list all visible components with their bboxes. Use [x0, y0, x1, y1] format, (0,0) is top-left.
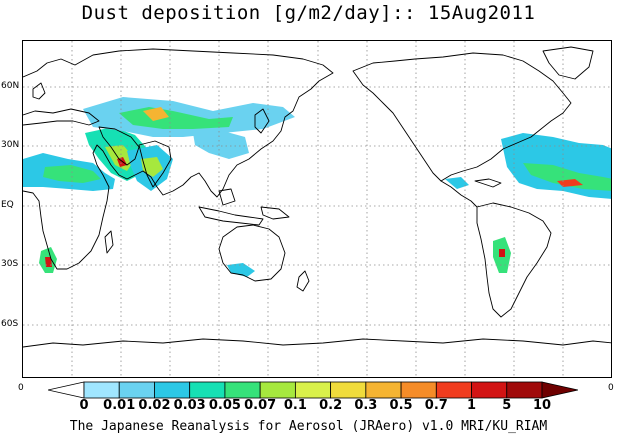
- coast-north-america: [352, 52, 572, 182]
- colorbar-tick-label: 5: [502, 398, 512, 413]
- colorbar-tick-label: 0.2: [319, 398, 343, 413]
- colorbar-tick-label: 0.5: [389, 398, 413, 413]
- lat-label-eq: EQ: [1, 200, 14, 210]
- map-panel: [22, 40, 612, 378]
- colorbar-segment: [294, 381, 332, 399]
- colorbar-tick-label: 0.05: [208, 398, 241, 413]
- colorbar-segment: [189, 381, 226, 399]
- colorbar-segment: [118, 381, 155, 399]
- coast-newzealand: [296, 270, 310, 292]
- coast-antarctica: [23, 338, 611, 348]
- dust-field-sahel-core: [43, 165, 101, 183]
- lat-label-30n: 30N: [1, 140, 20, 150]
- lon-label-right: 0: [608, 383, 614, 393]
- colorbar-segment-below: [48, 381, 85, 399]
- colorbar-tick-label: 0.02: [138, 398, 171, 413]
- coast-central-america: [440, 180, 478, 208]
- colorbar-tick-label: 0.07: [244, 398, 277, 413]
- colorbar-tick-label: 0.3: [354, 398, 378, 413]
- colorbar-tick-label: 0.03: [173, 398, 206, 413]
- coast-eurasia-africa: [23, 48, 334, 270]
- footer-credit: The Japanese Reanalysis for Aerosol (JRA…: [69, 419, 548, 434]
- coast-uk: [32, 82, 46, 100]
- colorbar-segment-above: [541, 381, 578, 399]
- coast-caribbean: [474, 178, 502, 188]
- colorbar-segment: [471, 381, 508, 399]
- coast-india: [138, 140, 172, 188]
- lat-label-60s: 60S: [1, 319, 19, 329]
- coast-australia: [218, 224, 286, 282]
- dust-field-taklimakan: [143, 107, 169, 121]
- dust-field-patagonia-peak: [499, 249, 505, 257]
- colorbar-segment: [400, 381, 437, 399]
- dust-field-gulf: [445, 177, 469, 189]
- colorbar-segment: [83, 381, 120, 399]
- lat-label-60n: 60N: [1, 81, 20, 91]
- colorbar-tick-label: 1: [467, 398, 477, 413]
- colorbar-tick-label: 0: [79, 398, 89, 413]
- colorbar-segment: [506, 381, 543, 399]
- dust-field-atlantic-core: [523, 163, 611, 191]
- colorbar-segment: [154, 381, 191, 399]
- coastlines: [23, 46, 611, 348]
- dust-field-atlantic-peak: [557, 179, 583, 187]
- colorbar-tick-label: 0.7: [424, 398, 448, 413]
- colorbar-segment: [259, 381, 296, 399]
- coast-borneo: [218, 188, 236, 206]
- coast-japan: [254, 108, 270, 134]
- colorbar-segment: [224, 381, 261, 399]
- coast-mediterranean: [23, 108, 100, 126]
- colorbar-tick-label: 0.1: [283, 398, 307, 413]
- coast-newguinea: [260, 206, 290, 220]
- lat-label-30s: 30S: [1, 259, 19, 269]
- world-map: [23, 41, 611, 377]
- dust-fields: [23, 97, 611, 277]
- lon-label-left: 0: [18, 383, 24, 393]
- colorbar: [48, 381, 578, 399]
- coast-greenland: [542, 46, 594, 80]
- colorbar-segment: [330, 381, 367, 399]
- coast-indonesia: [198, 206, 264, 226]
- coast-south-america: [476, 202, 552, 318]
- coast-arabia: [98, 126, 140, 166]
- dust-field-south-africa-peak: [45, 257, 52, 267]
- colorbar-tick-label: 0.01: [103, 398, 136, 413]
- colorbar-segment: [435, 381, 472, 399]
- colorbar-tick-label: 10: [532, 398, 552, 413]
- dust-field-china: [193, 131, 249, 159]
- map-title: Dust deposition [g/m2/day]:: 15Aug2011: [81, 2, 536, 24]
- coast-madagascar: [104, 230, 114, 254]
- colorbar-segment: [365, 381, 402, 399]
- graticule: [23, 41, 611, 377]
